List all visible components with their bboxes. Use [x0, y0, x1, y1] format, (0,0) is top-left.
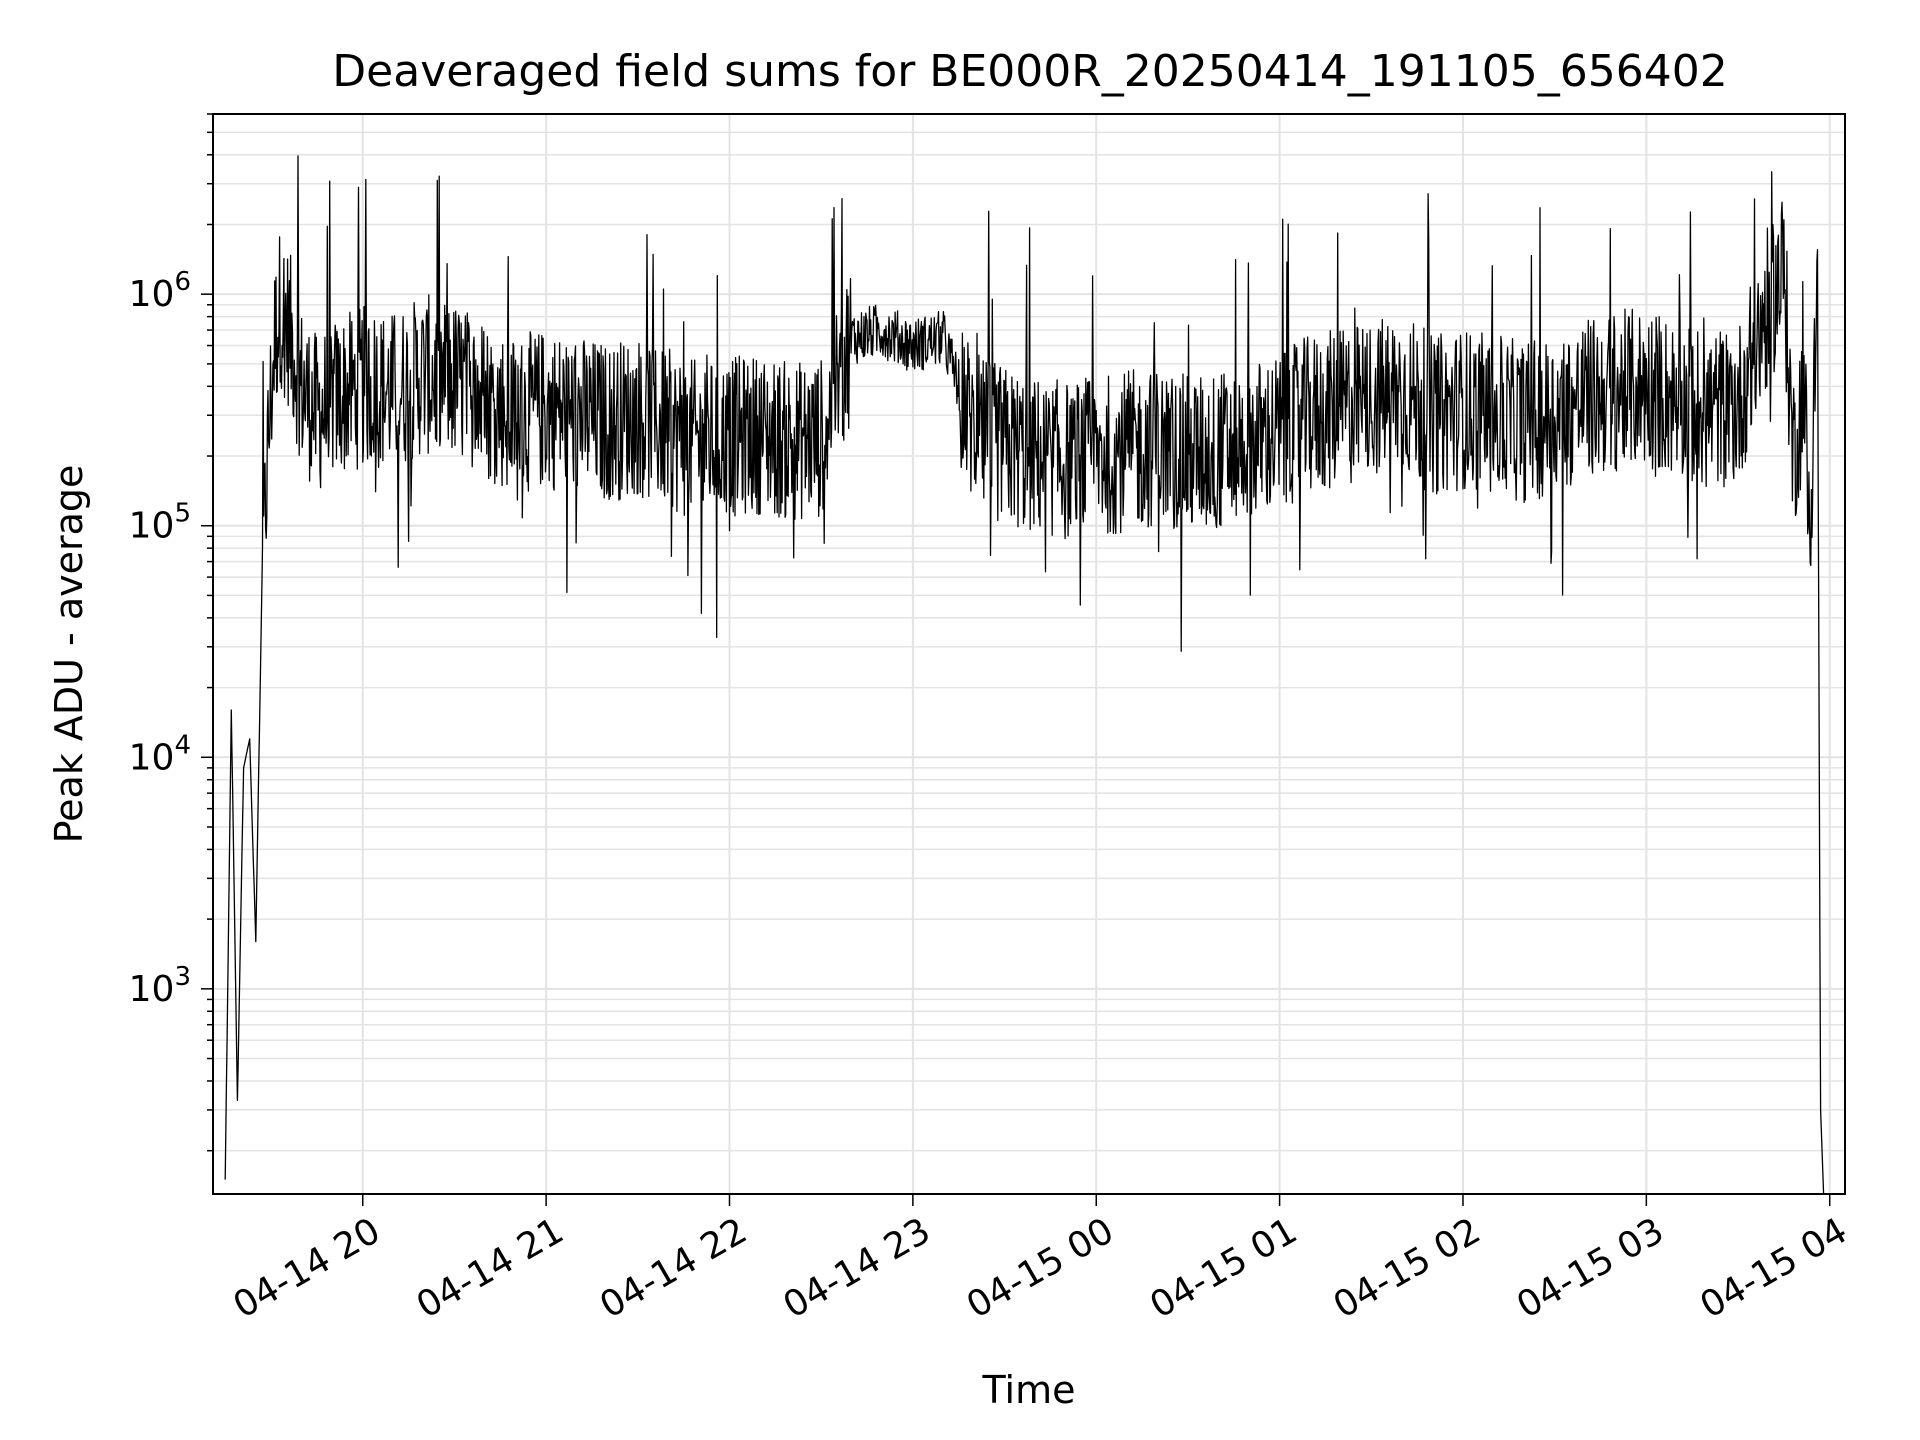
plot-frame	[212, 113, 1846, 1195]
x-axis: 04-14 20 04-14 21 04-14 22 04-14 23 04-15 00…	[227, 1194, 1855, 1327]
y-axis: 103 104 105 106	[129, 113, 213, 1152]
grid	[213, 113, 1845, 1194]
series-line	[224, 155, 1825, 1195]
y-tick-label: 106	[129, 267, 191, 315]
x-tick-label: 04-15 00	[960, 1210, 1121, 1326]
x-tick-label: 04-15 02	[1327, 1210, 1488, 1326]
chart-title: Deaveraged field sums for BE000R_2025041…	[332, 46, 1727, 97]
y-axis-label: Peak ADU - average	[47, 465, 91, 844]
x-tick-label: 04-14 22	[593, 1210, 754, 1326]
x-tick-label: 04-15 03	[1510, 1210, 1671, 1326]
x-tick-label: 04-14 23	[777, 1210, 938, 1326]
y-tick-label: 103	[129, 962, 191, 1010]
x-tick-label: 04-15 01	[1143, 1210, 1304, 1326]
series-layer	[224, 155, 1825, 1195]
x-tick-label: 04-14 21	[410, 1210, 571, 1326]
y-tick-label: 105	[129, 499, 191, 547]
y-tick-label: 104	[129, 730, 191, 778]
plot-area: 04-14 20 04-14 21 04-14 22 04-14 23 04-15 00…	[129, 113, 1855, 1327]
x-axis-label: Time	[982, 1368, 1076, 1412]
x-tick-label: 04-14 20	[227, 1210, 388, 1326]
x-tick-label: 04-15 04	[1694, 1210, 1855, 1326]
